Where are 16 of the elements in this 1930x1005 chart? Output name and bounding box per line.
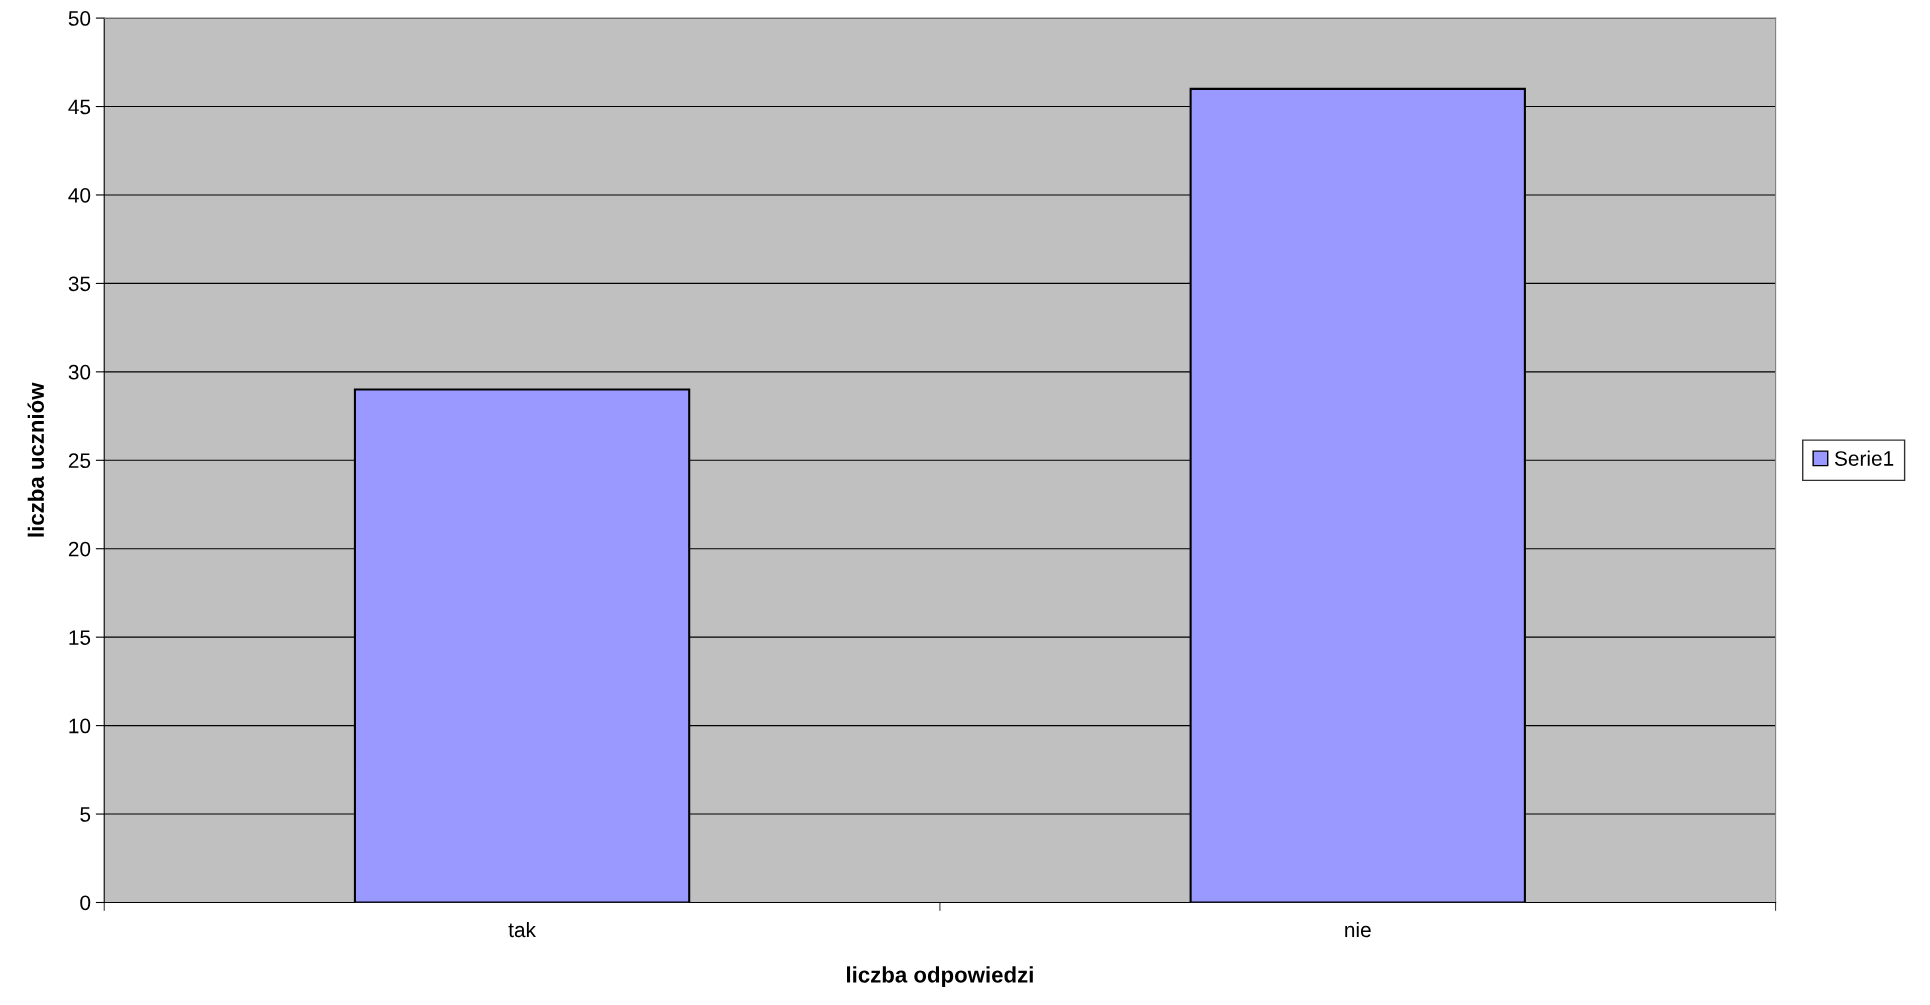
y-tick-label: 40 [68, 187, 91, 203]
x-axis-title: liczba odpowiedzi [847, 966, 1033, 988]
y-tick-label: 15 [69, 630, 91, 645]
y-tick-label: 25 [68, 453, 91, 469]
x-tick-label: nie [1345, 921, 1371, 938]
y-tick-label: 45 [68, 99, 91, 115]
x-tick-label: tak [508, 921, 536, 938]
y-tick-label: 5 [80, 807, 91, 822]
y-tick-label: 30 [68, 364, 91, 380]
y-tick-label: 10 [69, 718, 91, 734]
y-tick-label: 20 [68, 541, 91, 557]
y-tick-label: 35 [68, 276, 91, 292]
y-tick-label: 0 [80, 895, 91, 911]
y-tick-label: 50 [68, 11, 91, 26]
y-axis-title: liczba uczniów [27, 382, 45, 537]
legend-label: Serie1 [1834, 450, 1894, 466]
